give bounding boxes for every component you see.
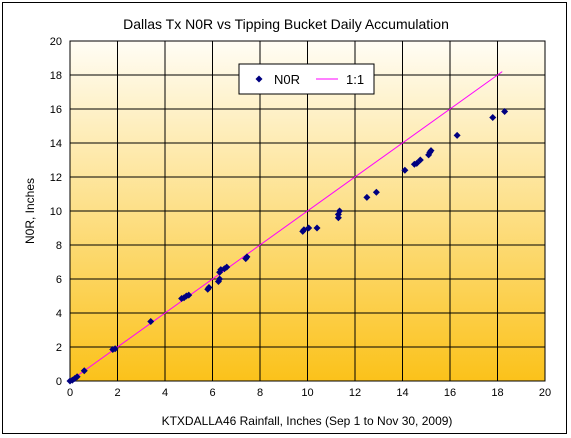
data-point — [372, 188, 380, 196]
data-point — [243, 253, 251, 261]
grid-lines — [69, 40, 546, 382]
tick-labels: 0 2 4 6 8 10 12 14 16 18 20 0 2 4 6 8 10 12 14 16 18 20 — [50, 36, 551, 399]
y-tick-label: 2 — [56, 342, 62, 354]
x-tick-label: 18 — [491, 387, 503, 399]
data-point — [501, 108, 509, 116]
data-point — [73, 373, 81, 381]
data-point — [489, 114, 497, 121]
data-point — [363, 193, 371, 201]
data-point — [453, 131, 461, 139]
data-point — [313, 224, 321, 232]
y-tick-label: 20 — [50, 36, 62, 48]
y-tick-label: 14 — [50, 138, 62, 150]
y-tick-label: 0 — [56, 376, 62, 388]
data-point — [336, 207, 344, 215]
data-point — [223, 263, 231, 271]
x-tick-label: 10 — [301, 387, 313, 399]
x-tick-label: 6 — [209, 387, 215, 399]
legend: N0R 1:1 — [238, 63, 375, 95]
x-tick-label: 16 — [444, 387, 456, 399]
y-tick-label: 6 — [56, 274, 62, 286]
data-point — [147, 318, 155, 325]
x-tick-label: 0 — [67, 387, 73, 399]
x-tick-label: 14 — [396, 387, 408, 399]
y-tick-label: 16 — [50, 104, 62, 116]
y-axis-label: N0R, Inches — [23, 178, 37, 244]
data-point — [416, 156, 424, 164]
y-tick-label: 8 — [56, 240, 62, 252]
y-tick-label: 12 — [50, 172, 62, 184]
series-line-1to1 — [69, 71, 503, 382]
y-tick-label: 18 — [50, 70, 62, 82]
x-tick-label: 8 — [257, 387, 263, 399]
x-tick-label: 2 — [114, 387, 120, 399]
y-tick-label: 4 — [56, 308, 62, 320]
x-axis-label: KTXDALLA46 Rainfall, Inches (Sep 1 to No… — [162, 414, 453, 428]
x-tick-label: 4 — [162, 387, 168, 399]
data-point — [185, 291, 193, 299]
legend-label-n0r: N0R — [274, 72, 300, 87]
legend-marker-n0r — [255, 75, 263, 83]
y-tick-label: 10 — [50, 206, 62, 218]
x-tick-label: 12 — [349, 387, 361, 399]
data-point — [305, 224, 313, 232]
data-point — [427, 147, 435, 155]
reference-line-series — [69, 71, 503, 382]
chart-title: Dallas Tx N0R vs Tipping Bucket Daily Ac… — [123, 16, 449, 32]
x-tick-label: 20 — [539, 387, 551, 399]
data-point — [111, 345, 119, 353]
legend-label-1to1: 1:1 — [346, 72, 364, 87]
data-points-series — [66, 108, 509, 385]
data-point — [80, 367, 88, 375]
data-point — [216, 275, 224, 283]
data-point — [205, 284, 213, 291]
data-point — [401, 166, 409, 174]
